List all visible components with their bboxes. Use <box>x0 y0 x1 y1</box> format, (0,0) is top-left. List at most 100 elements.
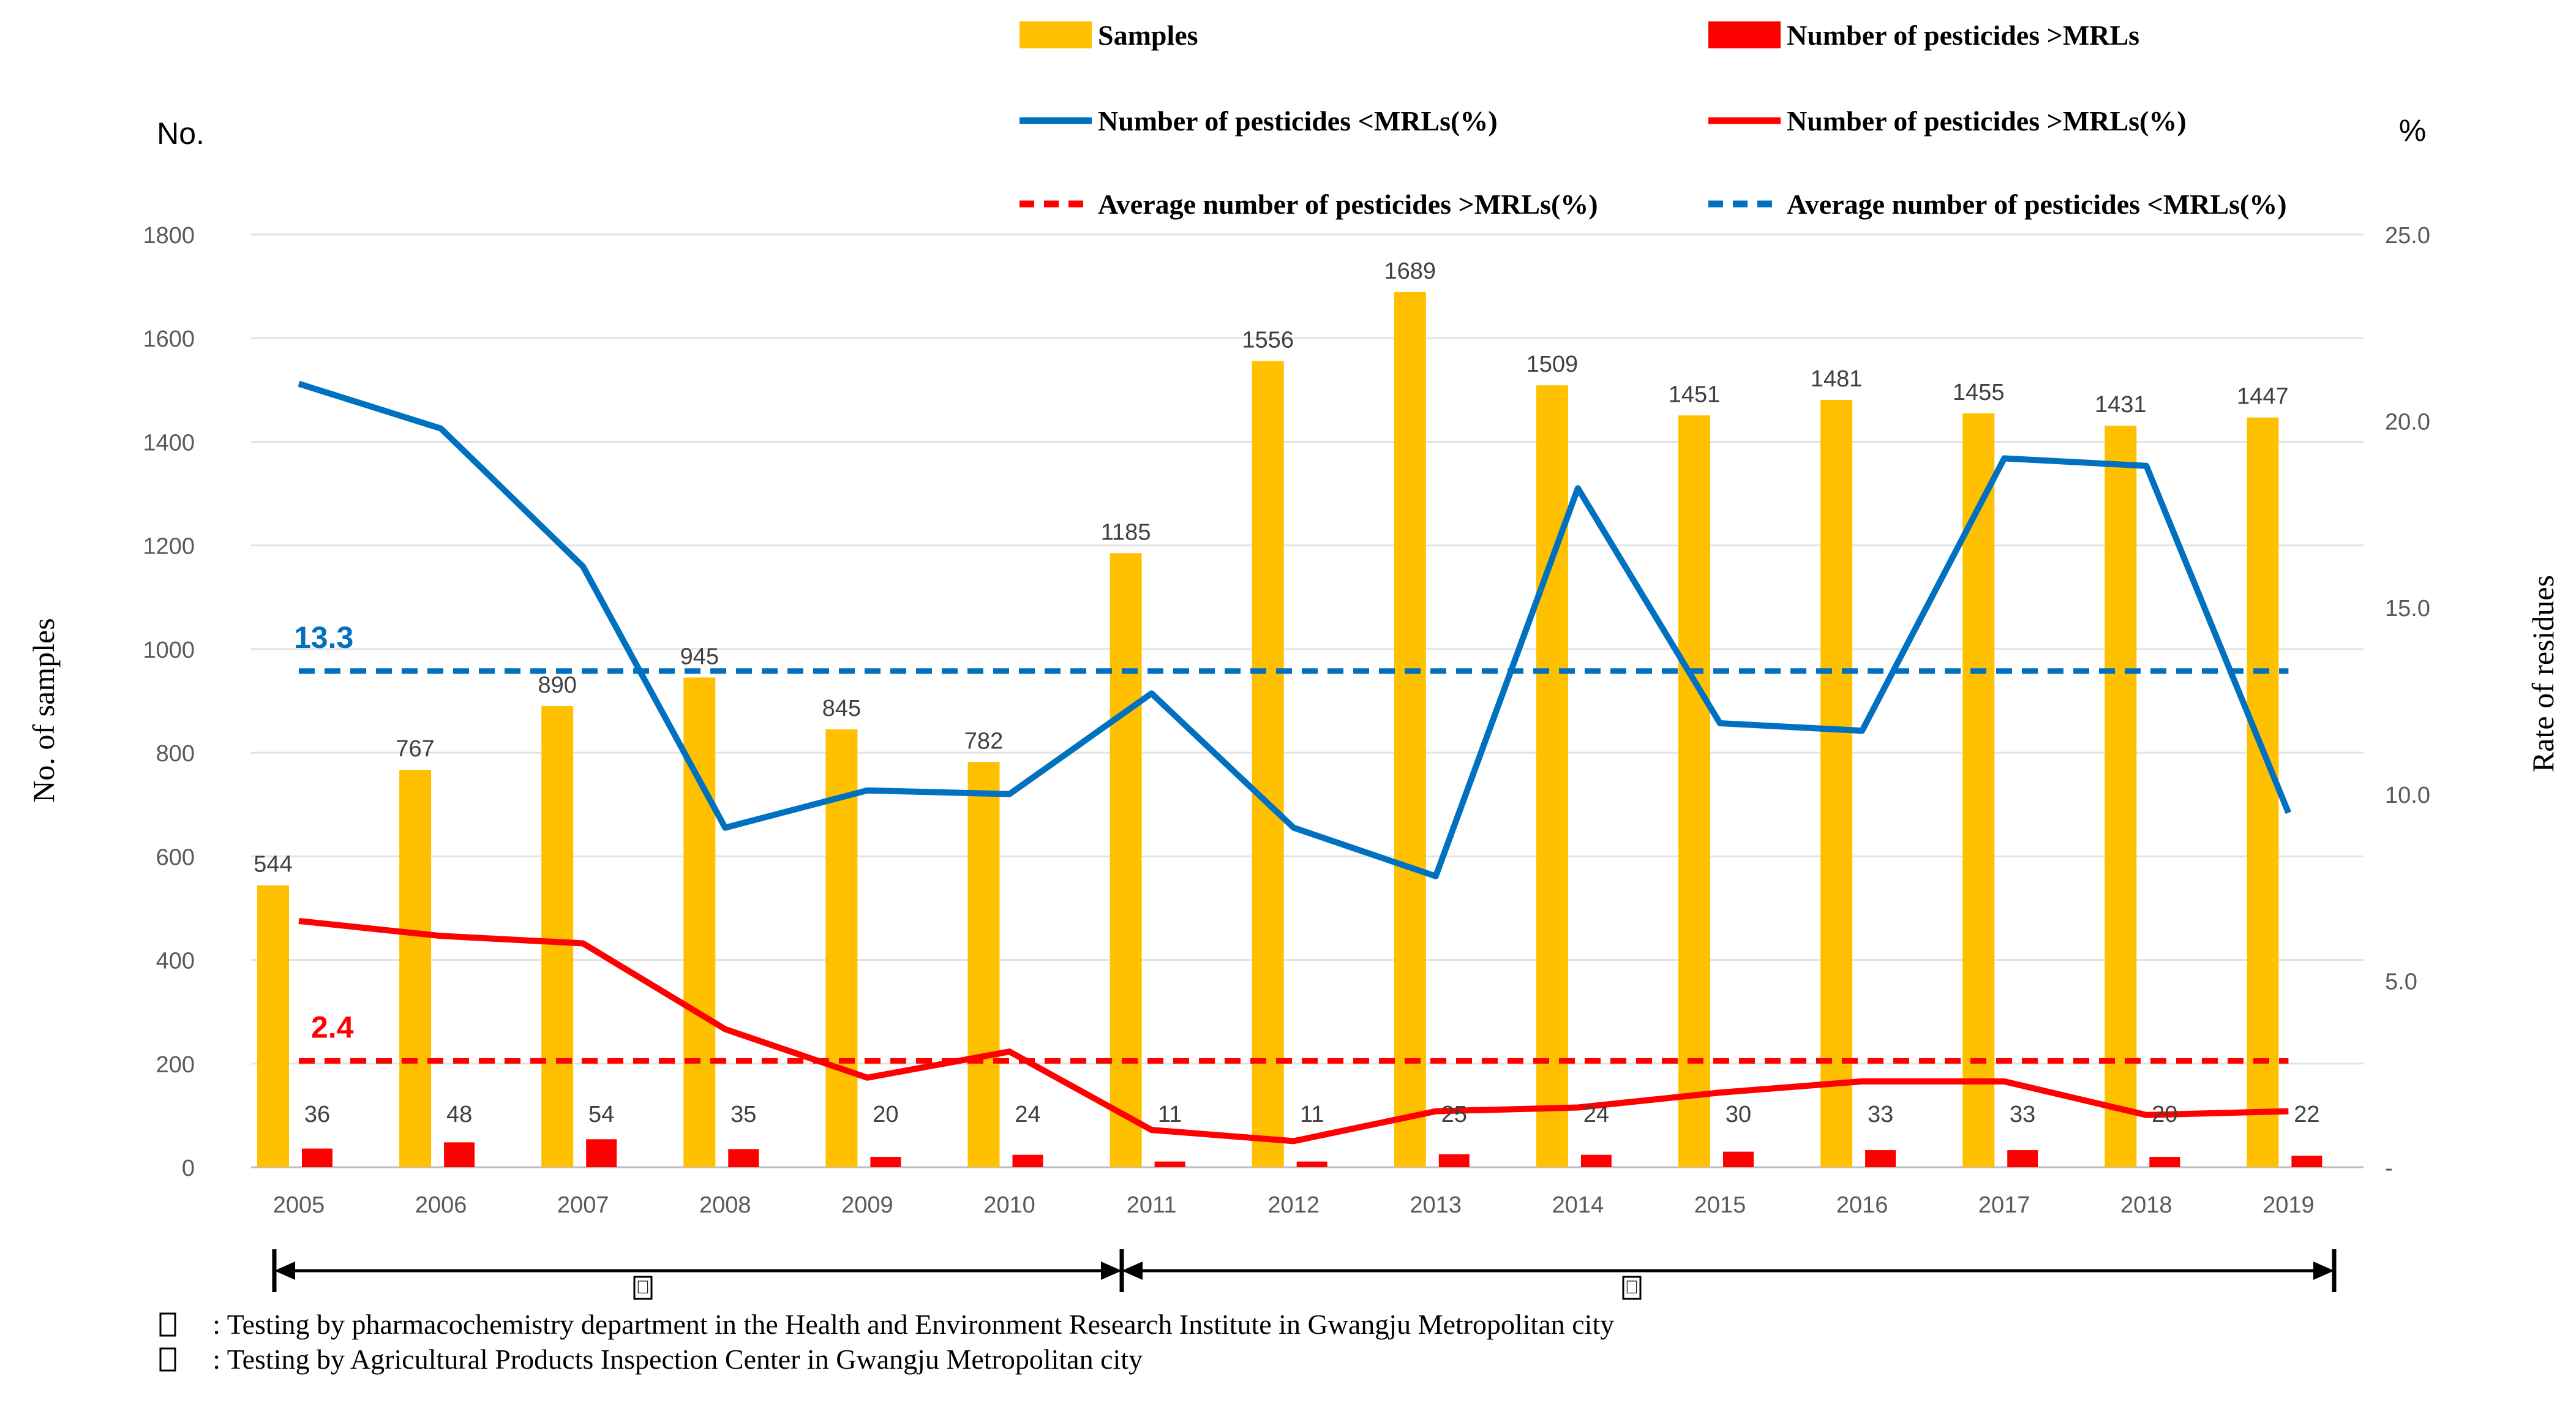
right-tick-label: - <box>2385 1156 2393 1181</box>
over-mrl-bar <box>586 1139 617 1167</box>
left-tick-label: 600 <box>156 844 195 870</box>
over-mrl-value-label: 24 <box>1015 1102 1040 1127</box>
over-mrl-value-label: 30 <box>1725 1102 1751 1127</box>
legend-under-mrl-rate-label: Number of pesticides <MRLs(%) <box>1098 105 1498 137</box>
samples-bar <box>967 762 1000 1167</box>
samples-value-label: 1451 <box>1669 382 1721 407</box>
left-tick-label: 0 <box>182 1156 195 1181</box>
over-mrl-bar <box>444 1142 475 1167</box>
samples-bar <box>1820 399 1853 1167</box>
x-tick-label: 2005 <box>273 1192 325 1218</box>
samples-value-label: 1509 <box>1526 352 1579 377</box>
over-mrl-bar <box>1723 1151 1754 1167</box>
samples-value-label: 1455 <box>1953 380 2005 405</box>
period-markers:       : Testing by pharmacochemistry depar… <box>159 1249 2337 1375</box>
over-mrl-value-label: 20 <box>873 1102 898 1127</box>
samples-bar <box>1678 415 1710 1168</box>
over-mrl-bar <box>2149 1157 2180 1167</box>
over-mrl-bar <box>1580 1154 1612 1167</box>
samples-bar <box>1252 361 1284 1167</box>
samples-bar <box>1962 413 1995 1167</box>
samples-value-label: 890 <box>538 672 576 698</box>
over-mrl-rate-line <box>298 917 2289 1145</box>
over-mrl-value-label: 22 <box>2294 1102 2319 1127</box>
left-tick-label: 1200 <box>143 534 195 560</box>
over-mrl-value-label: 11 <box>1300 1102 1324 1127</box>
avg-over-mrl-label: 2.4 <box>311 1010 354 1044</box>
over-mrl-bar <box>870 1157 901 1167</box>
samples-value-label: 544 <box>253 852 292 878</box>
over-mrl-value-label: 54 <box>588 1102 614 1127</box>
samples-value-label: 1481 <box>1811 366 1863 392</box>
left-tick-label: 200 <box>156 1052 195 1078</box>
samples-bar <box>541 705 574 1167</box>
over-mrl-bar <box>2291 1156 2323 1167</box>
x-tick-label: 2013 <box>1410 1192 1462 1218</box>
axes: 0 200 400 600 800 1000 1200 1400 1600 1800 - 5.0 10.… <box>26 113 2560 1218</box>
under-mrl-rate-line <box>298 380 2292 879</box>
samples-value-label: 1185 <box>1101 519 1151 545</box>
over-mrl-value-label: 36 <box>304 1102 330 1127</box>
left-tick-label: 400 <box>156 949 195 974</box>
legend-over-mrl-rate-label: Number of pesticides >MRLs(%) <box>1787 105 2187 137</box>
samples-bar <box>399 770 432 1167</box>
over-mrl-bar <box>728 1149 759 1167</box>
period-arrowhead <box>2313 1262 2334 1280</box>
over-mrl-value-label: 48 <box>446 1102 472 1127</box>
x-tick-label: 2006 <box>415 1192 467 1218</box>
left-tick-label: 1600 <box>143 326 195 352</box>
x-tick-label: 2019 <box>2262 1192 2315 1218</box>
period-arrowhead <box>1122 1262 1143 1280</box>
footnote-text:   : Testing by Agricultural Products Ins… <box>184 1344 1143 1375</box>
x-tick-label: 2011 <box>1127 1192 1177 1218</box>
x-tick-label: 2017 <box>1978 1192 2030 1218</box>
x-tick-label: 2007 <box>557 1192 609 1218</box>
left-axis-title: No. of samples <box>26 618 61 802</box>
over-mrl-bar <box>1865 1150 1896 1167</box>
period-symbol:   <box>636 1277 650 1298</box>
x-tick-label: 2014 <box>1552 1192 1604 1218</box>
left-tick-label: 800 <box>156 741 195 767</box>
over-mrl-bar <box>1012 1154 1043 1167</box>
over-mrl-value-label: 35 <box>730 1102 756 1127</box>
period-symbol-box <box>1622 1276 1642 1300</box>
footnote-symbol-box <box>159 1347 176 1372</box>
x-tick-label: 2015 <box>1694 1192 1746 1218</box>
samples-value-label: 767 <box>396 736 434 762</box>
samples-value-label: 1447 <box>2237 384 2289 410</box>
over-mrl-value-label: 33 <box>2010 1102 2035 1127</box>
over-mrl-bar <box>1296 1161 1327 1167</box>
footnote-symbol-box <box>159 1312 176 1337</box>
samples-bar <box>1536 385 1568 1168</box>
samples-bar <box>683 677 716 1167</box>
left-tick-label: 1000 <box>143 637 195 663</box>
samples-value-label: 782 <box>964 728 1003 754</box>
x-tick-label: 2010 <box>983 1192 1035 1218</box>
legend-samples-swatch <box>1020 21 1092 48</box>
over-mrl-value-label: 20 <box>2152 1102 2177 1127</box>
over-mrl-bar <box>1154 1161 1185 1167</box>
samples-value-label: 1689 <box>1384 258 1436 284</box>
samples-bar <box>2105 426 2137 1167</box>
samples-value-label: 945 <box>680 644 719 669</box>
right-axis-unit: % <box>2399 113 2426 148</box>
over-mrl-value-label: 25 <box>1441 1102 1467 1127</box>
samples-value-label: 1556 <box>1242 327 1294 353</box>
bar-series <box>257 291 2323 1168</box>
samples-bar <box>1110 553 1142 1167</box>
period-arrowhead <box>274 1262 295 1280</box>
avg-under-mrl-label: 13.3 <box>294 620 353 655</box>
samples-bar <box>257 885 289 1167</box>
over-mrl-value-label: 24 <box>1583 1102 1609 1127</box>
left-tick-label: 1400 <box>143 430 195 456</box>
legend-over-mrl-count-label: Number of pesticides >MRLs <box>1787 20 2139 51</box>
data-labels: 544 767 890 945 845 782 1185 1556 1689 1509 1451 14… <box>253 258 2319 1127</box>
legend-avg-over-mrl-label: Average number of pesticides >MRLs(%) <box>1098 189 1598 220</box>
samples-value-label: 845 <box>822 696 861 721</box>
period-arrowhead <box>1101 1262 1122 1280</box>
over-mrl-bar <box>302 1148 332 1167</box>
left-axis-unit: No. <box>157 116 205 151</box>
samples-value-label: 1431 <box>2095 392 2147 418</box>
